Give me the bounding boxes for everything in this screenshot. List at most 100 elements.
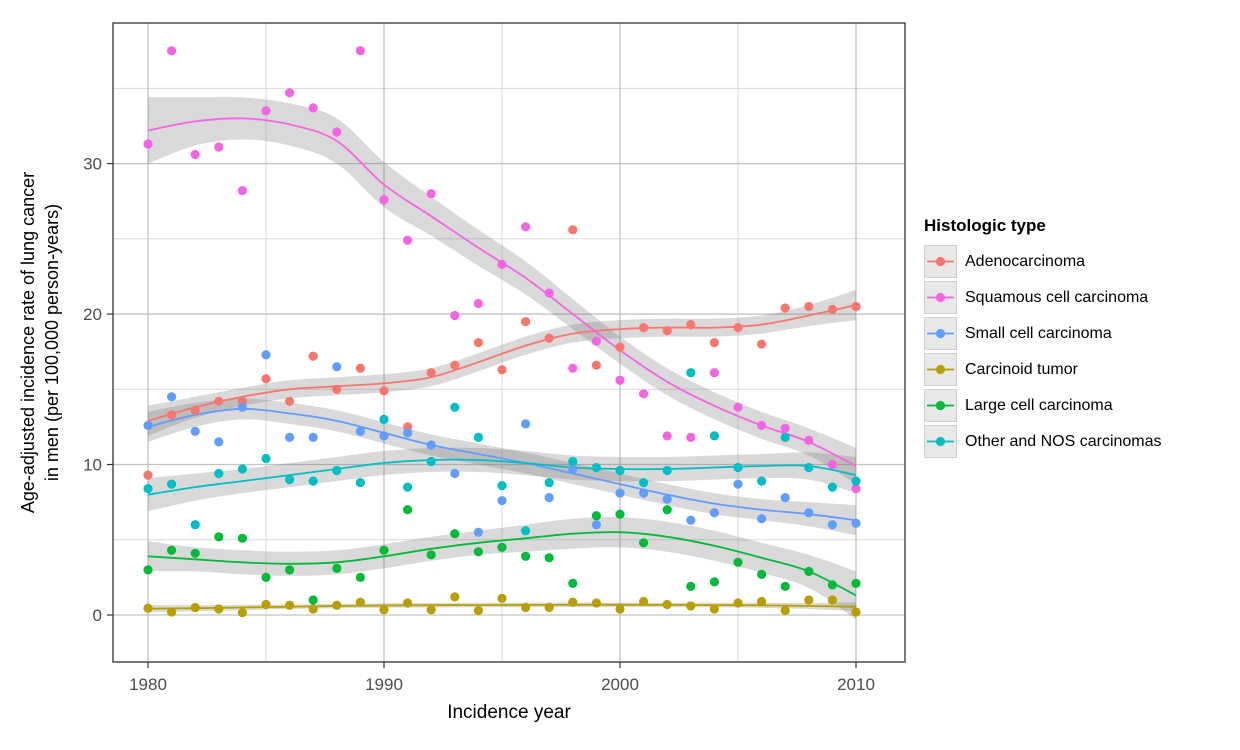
data-point xyxy=(473,547,483,557)
points-carcinoid-tumor xyxy=(143,592,861,618)
data-point xyxy=(497,481,507,491)
legend-key-adenocarcinoma-icon xyxy=(924,245,957,278)
legend-key-small-cell-icon xyxy=(924,317,957,350)
data-point xyxy=(450,529,460,539)
legend-item-carcinoid[interactable]: Carcinoid tumor xyxy=(924,353,1162,386)
data-point xyxy=(568,363,578,373)
legend-key-squamous-icon xyxy=(924,281,957,314)
data-point xyxy=(143,420,153,430)
data-point xyxy=(615,342,625,352)
data-point xyxy=(379,386,389,396)
data-point xyxy=(308,351,318,361)
x-tick-label: 2000 xyxy=(601,675,639,694)
x-tick-label: 1990 xyxy=(365,675,403,694)
data-point xyxy=(497,542,507,552)
data-point xyxy=(521,222,531,232)
data-point xyxy=(615,509,625,519)
data-point xyxy=(450,310,460,321)
data-point xyxy=(355,426,365,436)
data-point xyxy=(827,304,838,315)
data-point xyxy=(473,338,483,348)
data-point xyxy=(827,595,838,605)
points-squamous-cell-carcinoma xyxy=(143,46,861,494)
data-point xyxy=(426,605,436,615)
data-point xyxy=(544,288,554,298)
data-point xyxy=(639,478,649,488)
legend-item-label: Squamous cell carcinoma xyxy=(965,288,1149,306)
data-point xyxy=(804,595,814,605)
ci-band-adenocarcinoma xyxy=(148,290,856,436)
data-point xyxy=(261,374,271,384)
data-point xyxy=(473,432,483,442)
axis-ticks: 1980 1990 2000 2010 0 10 20 30 xyxy=(83,155,875,694)
data-point xyxy=(403,598,413,608)
data-point xyxy=(308,595,318,605)
y-tick-label: 10 xyxy=(83,456,102,475)
legend-item-other-nos[interactable]: Other and NOS carcinomas xyxy=(924,425,1162,458)
data-point xyxy=(591,598,602,608)
data-point xyxy=(686,368,696,378)
trend-line-large-cell-carcinoma xyxy=(147,531,857,597)
data-point xyxy=(308,432,318,442)
data-point xyxy=(521,551,531,561)
data-point xyxy=(733,402,743,412)
data-point xyxy=(733,479,743,489)
data-point xyxy=(804,462,814,473)
data-point xyxy=(379,431,389,441)
data-points xyxy=(143,46,861,618)
data-point xyxy=(497,496,507,506)
data-point xyxy=(355,572,365,583)
data-point xyxy=(591,511,602,521)
x-tick-label: 1980 xyxy=(129,675,167,694)
data-point xyxy=(804,566,814,577)
points-adenocarcinoma xyxy=(143,225,861,480)
data-point xyxy=(143,470,153,480)
legend-item-label: Other and NOS carcinomas xyxy=(965,432,1162,450)
data-point xyxy=(544,553,554,563)
data-point xyxy=(332,563,342,574)
data-point xyxy=(662,326,672,336)
data-point xyxy=(214,468,224,479)
data-point xyxy=(167,46,177,56)
legend-item-small-cell[interactable]: Small cell carcinoma xyxy=(924,317,1162,350)
data-point xyxy=(473,605,483,616)
data-point xyxy=(190,405,200,415)
legend-item-adenocarcinoma[interactable]: Adenocarcinoma xyxy=(924,245,1162,278)
x-tick-label: 2010 xyxy=(837,675,875,694)
data-point xyxy=(568,597,578,607)
data-point xyxy=(214,604,224,614)
legend-item-label: Large cell carcinoma xyxy=(965,396,1113,414)
data-point xyxy=(261,106,271,116)
legend-item-label: Carcinoid tumor xyxy=(965,360,1078,378)
legend-item-large-cell[interactable]: Large cell carcinoma xyxy=(924,389,1162,422)
legend-item-squamous[interactable]: Squamous cell carcinoma xyxy=(924,281,1162,314)
ci-band-large-cell-carcinoma xyxy=(148,517,856,620)
ci-band-other-and-nos-carcinomas xyxy=(148,447,856,512)
data-point xyxy=(591,336,602,346)
data-point xyxy=(214,532,224,542)
ci-band-squamous-cell-carcinoma xyxy=(148,96,856,485)
data-point xyxy=(709,508,720,518)
data-point xyxy=(757,476,767,486)
data-point xyxy=(332,600,342,610)
data-point xyxy=(733,598,743,608)
data-point xyxy=(237,464,247,474)
data-point xyxy=(591,462,602,473)
data-point xyxy=(544,333,554,343)
data-point xyxy=(190,602,200,613)
points-small-cell-carcinoma xyxy=(143,350,861,537)
data-point xyxy=(780,605,790,616)
data-point xyxy=(167,545,177,555)
data-point xyxy=(851,518,861,528)
data-point xyxy=(827,459,838,470)
y-axis-title-line2: in men (per 100,000 person-years) xyxy=(42,203,62,482)
legend-key-large-cell-icon xyxy=(924,389,957,422)
data-point xyxy=(804,435,814,445)
data-point xyxy=(214,396,224,406)
data-point xyxy=(639,596,649,607)
data-point xyxy=(214,142,224,152)
data-point xyxy=(709,338,720,348)
data-point xyxy=(686,320,696,330)
data-point xyxy=(497,593,507,604)
